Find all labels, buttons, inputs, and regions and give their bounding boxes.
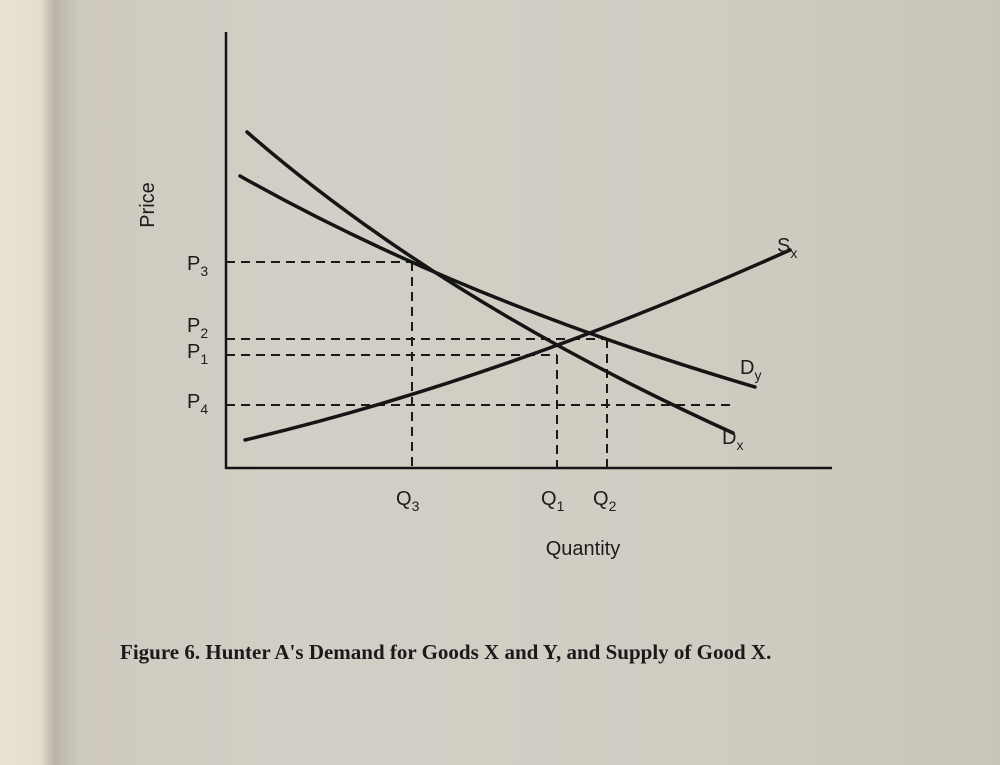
supply-x-label: Sx	[777, 235, 797, 261]
p1-label: P1	[187, 341, 208, 367]
x-axis-label: Quantity	[546, 538, 620, 560]
p4-label: P4	[187, 391, 208, 417]
q2-label: Q2	[593, 488, 617, 514]
q3-label: Q3	[396, 488, 420, 514]
supply-x-curve	[243, 248, 792, 442]
p3-label: P3	[187, 253, 208, 279]
y-axis-label: Price	[137, 182, 159, 228]
figure-caption: Figure 6. Hunter A's Demand for Goods X …	[120, 640, 772, 664]
demand-x-label: Dx	[722, 427, 743, 453]
demand-y-label: Dy	[740, 357, 761, 383]
demand-y-curve	[238, 174, 757, 389]
p2-label: P2	[187, 315, 208, 341]
q1-label: Q1	[541, 488, 565, 514]
demand-x-curve	[245, 130, 735, 435]
